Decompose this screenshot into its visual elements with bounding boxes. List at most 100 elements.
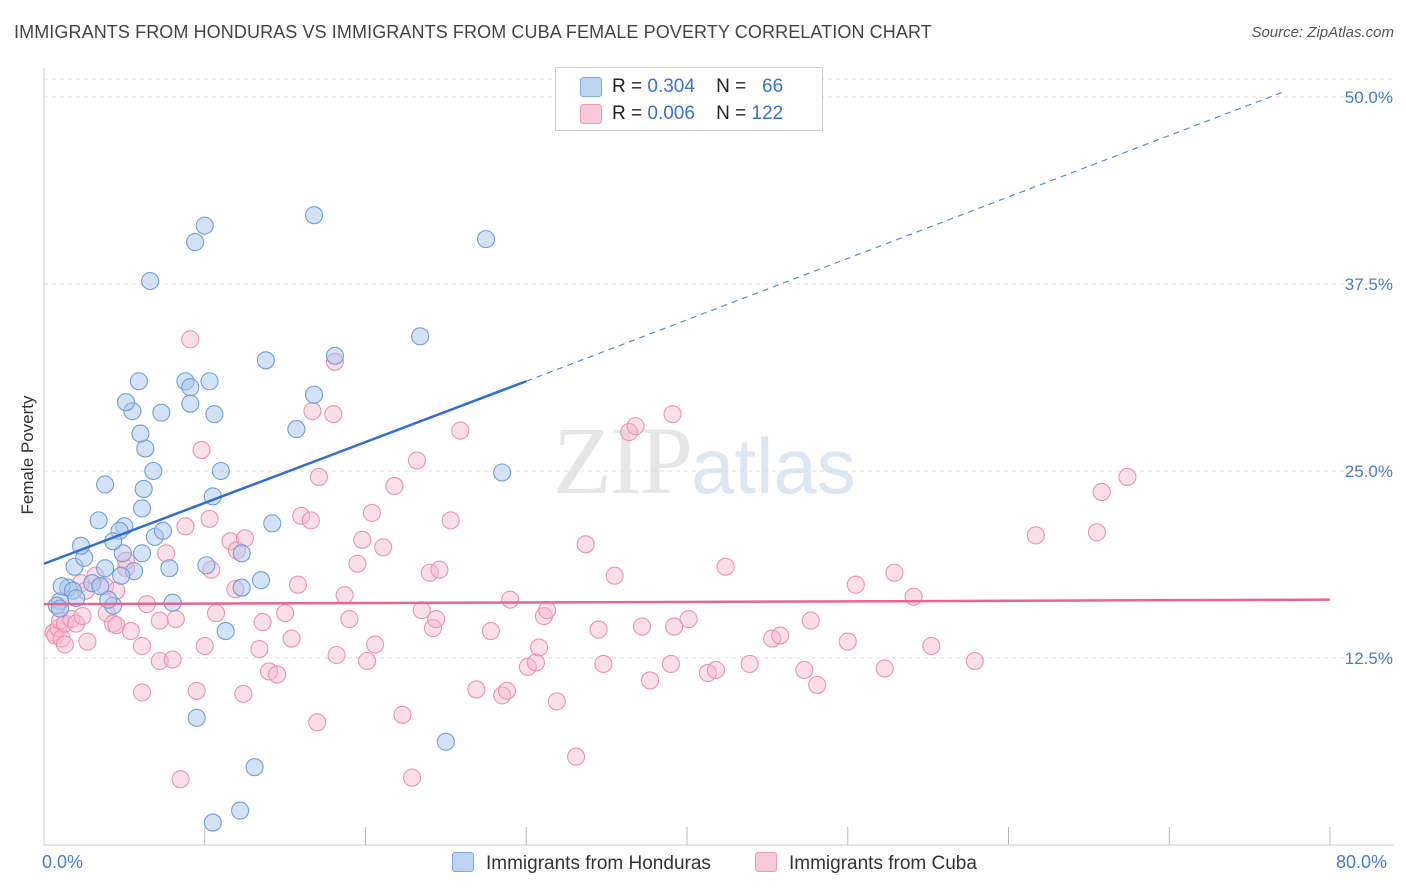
honduras-point <box>305 206 324 225</box>
cuba-point <box>441 511 460 530</box>
cuba-point <box>133 636 152 656</box>
cuba-points <box>44 330 1137 789</box>
honduras-point <box>141 271 160 291</box>
honduras-point <box>211 461 230 481</box>
bottom-honduras-label: Immigrants from Honduras <box>486 853 711 874</box>
cuba-point <box>374 538 393 557</box>
honduras-point <box>96 475 115 494</box>
bottom-honduras-swatch <box>452 852 474 872</box>
y-tick-label: 12.5% <box>1345 649 1393 668</box>
honduras-point <box>131 424 150 443</box>
cuba-point <box>385 476 404 496</box>
cuba-point <box>324 405 343 424</box>
honduras-point <box>153 521 173 540</box>
cuba-point <box>530 638 549 657</box>
honduras-point <box>91 577 110 596</box>
cuba-point <box>282 629 301 648</box>
cuba-point <box>661 654 680 674</box>
honduras-point <box>232 578 251 597</box>
bottom-cuba-swatch <box>755 852 777 872</box>
cuba-point <box>430 560 449 579</box>
honduras-point <box>436 732 455 751</box>
cuba-point <box>301 511 320 530</box>
cuba-point <box>403 768 422 787</box>
honduras-point <box>231 801 250 820</box>
honduras-point <box>181 394 200 413</box>
cuba-point <box>594 654 613 674</box>
honduras-point <box>203 813 222 832</box>
cuba-point <box>309 467 328 487</box>
cuba-point <box>234 684 253 703</box>
cuba-point <box>187 681 206 700</box>
cuba-point <box>150 611 169 630</box>
cuba-point <box>407 451 426 470</box>
honduras-n-value: 66 <box>762 76 784 97</box>
cuba-point <box>335 586 354 605</box>
cuba-point <box>195 636 214 656</box>
cuba-point <box>393 705 412 724</box>
cuba-point <box>78 632 97 651</box>
cuba-point <box>576 535 595 554</box>
cuba-point <box>340 610 359 629</box>
y-tick-label: 25.0% <box>1345 462 1393 481</box>
honduras-point <box>129 372 148 391</box>
cuba-point <box>965 651 984 671</box>
cuba-point <box>288 575 308 594</box>
source-label: Source: ZipAtlas.com <box>1251 24 1394 41</box>
cuba-point <box>795 660 814 680</box>
cuba-point <box>268 665 287 684</box>
honduras-point <box>134 479 153 499</box>
cuba-trend-line <box>43 598 1331 606</box>
cuba-point <box>716 557 735 576</box>
cuba-point <box>292 506 311 525</box>
cuba-r-value: 0.006 <box>647 103 695 124</box>
cuba-point <box>526 653 545 672</box>
cuba-point <box>605 566 624 585</box>
honduras-point <box>113 544 132 563</box>
cuba-point <box>1118 467 1137 487</box>
cuba-point <box>157 544 176 563</box>
honduras-point <box>187 708 206 727</box>
honduras-point <box>305 385 324 404</box>
honduras-trend-line <box>43 380 527 565</box>
honduras-point <box>205 405 224 424</box>
cuba-r-label: R = <box>612 103 643 124</box>
cuba-point <box>467 680 486 699</box>
honduras-point <box>133 499 152 518</box>
cuba-point <box>235 529 254 548</box>
honduras-point <box>112 566 131 585</box>
honduras-point <box>181 378 200 397</box>
cuba-point <box>904 587 923 606</box>
honduras-point <box>232 544 251 563</box>
watermark-atlas: atlas <box>691 422 856 510</box>
cuba-swatch <box>580 104 602 124</box>
cuba-point <box>171 770 190 789</box>
cuba-point <box>1087 523 1106 542</box>
cuba-point <box>366 635 385 654</box>
honduras-point <box>51 599 70 618</box>
honduras-points <box>47 206 512 832</box>
cuba-point <box>362 503 381 522</box>
honduras-point <box>89 511 108 530</box>
honduras-point <box>477 230 496 249</box>
cuba-point <box>740 654 759 674</box>
honduras-trend-extension <box>526 91 1282 382</box>
legend-item-honduras: Immigrants from Honduras <box>452 852 711 875</box>
cuba-point <box>192 441 211 460</box>
cuba-point <box>1026 526 1045 545</box>
cuba-point <box>706 660 725 680</box>
cuba-point <box>875 659 894 678</box>
honduras-point <box>287 420 306 439</box>
cuba-point <box>121 622 140 641</box>
watermark-zip: ZIP <box>553 407 693 514</box>
cuba-point <box>567 747 586 766</box>
watermark: ZIPatlas <box>553 405 856 516</box>
honduras-point <box>263 514 282 533</box>
cuba-point <box>133 683 152 702</box>
x-tick-min: 0.0% <box>42 852 84 872</box>
honduras-swatch <box>580 77 602 97</box>
honduras-point <box>116 393 136 412</box>
honduras-point <box>200 372 219 391</box>
cuba-point <box>501 590 520 609</box>
